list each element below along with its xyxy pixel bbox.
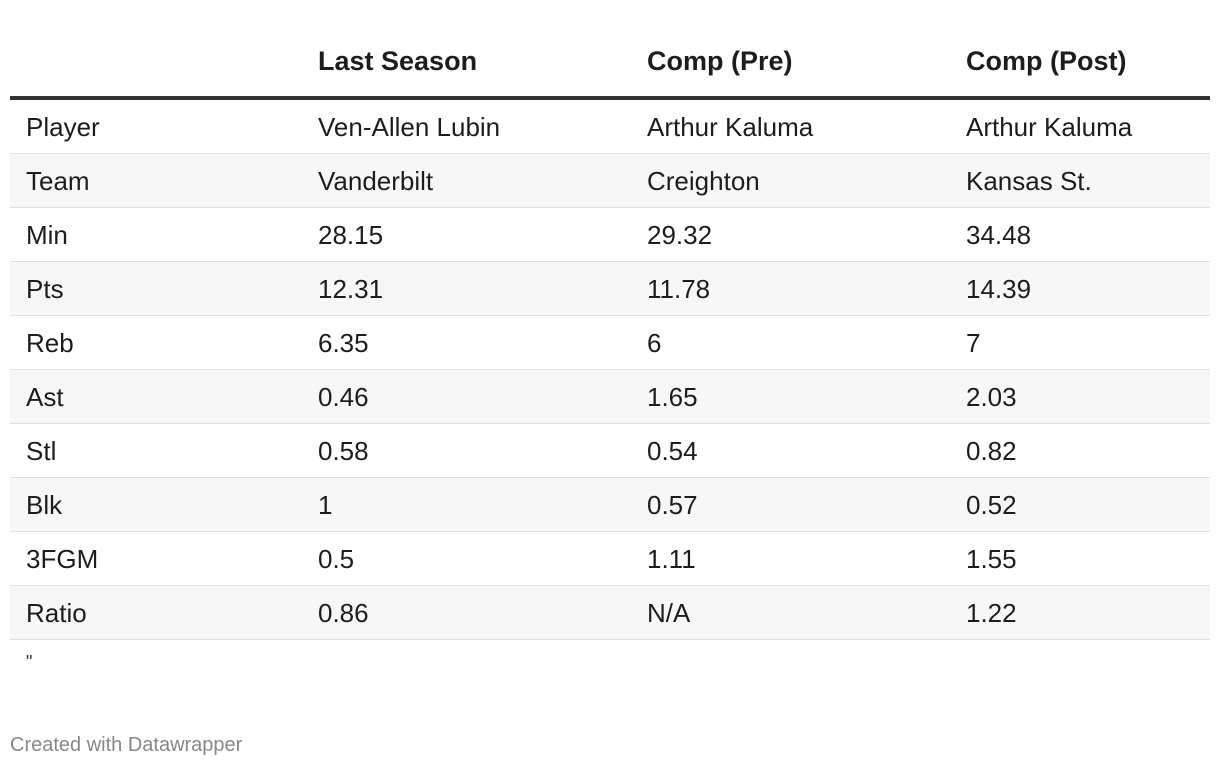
table: Last Season Comp (Pre) Comp (Post) Player V… [10,30,1210,640]
table-cell: 0.57 [647,490,698,520]
row-label: Player [26,112,100,142]
table-cell: 0.54 [647,436,698,466]
table-cell: Vanderbilt [318,166,434,196]
row-label: Pts [26,274,64,304]
table-row: Pts 12.31 11.78 14.39 [10,262,1210,316]
row-label: Blk [26,490,63,520]
table-cell: 0.58 [318,436,369,466]
table-row: Blk 1 0.57 0.52 [10,478,1210,532]
table-row: 3FGM 0.5 1.11 1.55 [10,532,1210,586]
table-row: Min 28.15 29.32 34.48 [10,208,1210,262]
table-cell: 28.15 [318,220,384,250]
row-label: Ast [26,382,64,412]
table-cell: 1 [318,490,333,520]
row-label: Stl [26,436,57,466]
footer: Created with Datawrapper [10,734,243,756]
table-cell: 6 [647,328,662,358]
table-cell: N/A [647,598,691,628]
row-label: Ratio [26,598,87,628]
table-row: Team Vanderbilt Creighton Kansas St. [10,154,1210,208]
table-cell: Arthur Kaluma [966,112,1133,142]
table-cell: 2.03 [966,382,1017,412]
table-cell: 12.31 [318,274,384,304]
table-cell: 34.48 [966,220,1032,250]
table-cell: 0.5 [318,544,355,574]
table-cell: 7 [966,328,981,358]
table-row: Reb 6.35 6 7 [10,316,1210,370]
table-row: Stl 0.58 0.54 0.82 [10,424,1210,478]
table-cell: 6.35 [318,328,369,358]
table-cell: 1.22 [966,598,1017,628]
table-header: Last Season Comp (Pre) Comp (Post) [10,30,1210,100]
table-row: Ratio 0.86 N/A 1.22 [10,586,1210,640]
table-cell: 14.39 [966,274,1032,304]
table-cell: 11.78 [647,274,711,304]
column-header: Last Season [318,46,478,76]
table-cell: 1.65 [647,382,698,412]
note: " [26,652,33,672]
table-cell: Ven-Allen Lubin [318,112,501,142]
row-label: Reb [26,328,74,358]
row-label: 3FGM [26,544,99,574]
table-cell: 0.46 [318,382,369,412]
column-header: Comp (Post) [966,46,1127,76]
table-cell: 0.82 [966,436,1017,466]
row-label: Min [26,220,68,250]
table-cell: 0.86 [318,598,369,628]
table-cell: 0.52 [966,490,1017,520]
table-row: Player Ven-Allen Lubin Arthur Kaluma Arthur… [10,100,1210,154]
row-label: Team [26,166,90,196]
table-cell: 1.11 [647,544,696,574]
table-cell: Creighton [647,166,760,196]
table-cell: 29.32 [647,220,713,250]
table-cell: 1.55 [966,544,1017,574]
table-row: Ast 0.46 1.65 2.03 [10,370,1210,424]
table-cell: Kansas St. [966,166,1092,196]
table-cell: Arthur Kaluma [647,112,814,142]
column-header: Comp (Pre) [647,46,793,76]
